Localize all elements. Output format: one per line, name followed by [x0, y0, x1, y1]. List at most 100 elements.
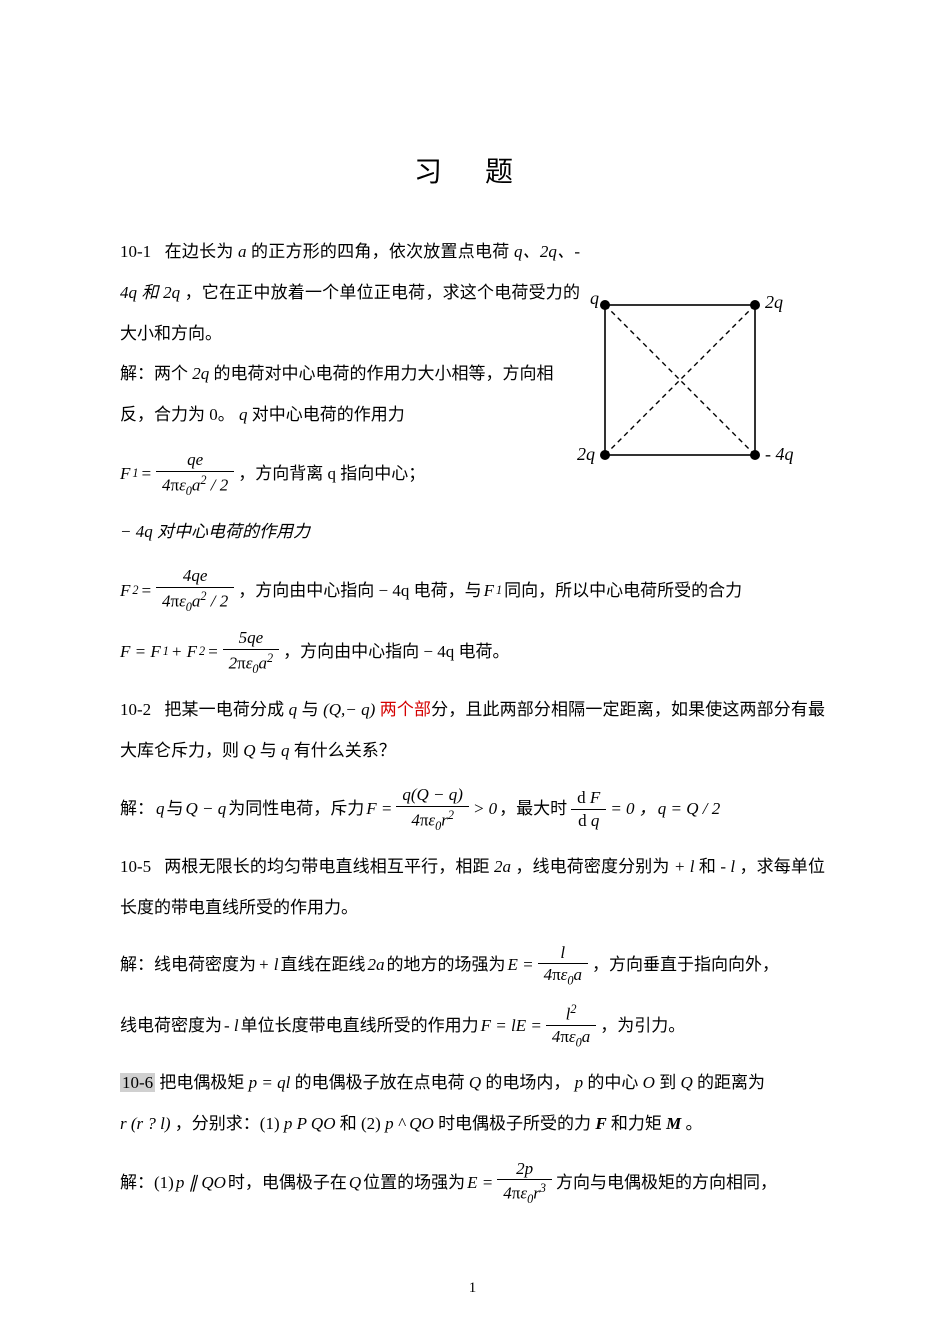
eq: =	[141, 572, 152, 609]
text: 把电偶极矩	[159, 1073, 244, 1092]
text: ，线电荷密度分别为	[515, 857, 669, 876]
text: 直线在距线	[280, 946, 365, 983]
p: p	[575, 1073, 584, 1092]
label-tl: q	[590, 290, 599, 308]
text: 线电荷密度为	[120, 1007, 222, 1044]
text: 的电偶极子放在点电荷	[295, 1073, 465, 1092]
problem-10-1-line2: − 4q 对中心电荷的作用力	[120, 512, 825, 553]
eq: =	[207, 633, 218, 670]
Q: Q	[349, 1164, 361, 1201]
fraction: 5qe 2πε0a2	[223, 628, 280, 676]
fraction: l2 4πε0a	[546, 1002, 596, 1050]
tail: 同向，所以中心电荷所受的合力	[504, 572, 742, 609]
label: 10-2	[120, 700, 151, 719]
page-number: 1	[0, 1280, 945, 1297]
lhs: F	[120, 455, 130, 492]
text: 时电偶极子所受的力	[438, 1114, 591, 1133]
eq0: = 0 ，	[610, 790, 655, 827]
text: 单位长度带电直线所受的作用力	[241, 1007, 479, 1044]
sol-label: 解：	[120, 790, 154, 827]
numerator: qe	[156, 450, 234, 472]
label-tr: 2q	[765, 292, 783, 312]
ml: - l	[224, 1007, 239, 1044]
tail: ，方向背离 q 指向中心；	[238, 455, 425, 492]
gt0: > 0	[473, 790, 497, 827]
text: − 4q 对中心电荷的作用力	[120, 522, 310, 541]
text: 到	[659, 1073, 676, 1092]
denominator: d q	[571, 810, 606, 831]
fraction: 2p 4πε0r3	[497, 1159, 552, 1207]
text: 的距离为	[697, 1073, 765, 1092]
problem-10-6-solution: 解：(1) p ∥ QO 时，电偶极子在 Q 位置的场强为 E = 2p 4πε…	[120, 1159, 825, 1207]
denominator: 4πε0a	[538, 964, 588, 987]
problem-10-1-solution-b: 反，合力为 0。 q 对中心电荷的作用力	[120, 395, 580, 436]
E: E =	[507, 946, 533, 983]
label-highlighted: 10-6	[120, 1073, 155, 1092]
problem-10-5-solution-a: 解：线电荷密度为 + l 直线在距线 2a 的地方的场强为 E = l 4πε0…	[120, 943, 825, 988]
lhs: F = F	[120, 633, 161, 670]
cond: p ∥ QO	[176, 1164, 226, 1201]
text: 的中心	[587, 1073, 638, 1092]
tail: ，方向由中心指向 − 4q 电荷。	[283, 633, 509, 670]
text: 的电荷对中心电荷的作用力大小相等，方向相	[214, 364, 554, 383]
denominator: 4πε0a2 / 2	[156, 588, 234, 614]
numerator: d F	[571, 788, 606, 810]
E: E =	[467, 1164, 493, 1201]
O: O	[643, 1073, 655, 1092]
text: ，最大时	[499, 790, 567, 827]
F: F =	[366, 790, 392, 827]
problem-10-5-statement: 10-5 两根无限长的均匀带电直线相互平行，相距 2a ，线电荷密度分别为 + …	[120, 847, 825, 929]
bold-M: M	[666, 1114, 681, 1133]
eq: =	[141, 455, 152, 492]
problem-10-2-solution: 解： q 与 Q − q 为同性电荷，斥力 F = q(Q − q) 4πε0r…	[120, 785, 825, 833]
denominator: 4πε0a	[546, 1026, 596, 1049]
sol-label: 解：(1)	[120, 1164, 174, 1201]
text: q	[239, 405, 248, 424]
diagram-svg: q 2q 2q - 4q	[565, 290, 825, 470]
fraction: q(Q − q) 4πε0r2	[396, 785, 469, 833]
var-a: a	[238, 242, 247, 261]
text: 为同性电荷，斥力	[228, 790, 364, 827]
bold-F: F	[595, 1114, 606, 1133]
Qq: Q − q	[186, 790, 227, 827]
text: 位置的场强为	[363, 1164, 465, 1201]
denominator: 4πε0r2	[396, 807, 469, 833]
sub: 2	[132, 577, 138, 604]
text: 把某一电荷分成	[164, 700, 284, 719]
text: 。	[686, 1114, 703, 1133]
plus: + F	[171, 633, 197, 670]
ml: - l	[720, 857, 735, 876]
square-charge-diagram: q 2q 2q - 4q	[565, 290, 825, 470]
label-br: - 4q	[765, 444, 794, 464]
corner-dot-tl	[600, 300, 610, 310]
q: q	[156, 790, 165, 827]
text: 和	[699, 857, 716, 876]
sub: 1	[496, 577, 502, 604]
text: 解：两个	[120, 364, 188, 383]
label-bl: 2q	[577, 444, 595, 464]
text: 与	[260, 741, 277, 760]
fraction: 4qe 4πε0a2 / 2	[156, 566, 234, 614]
problem-10-1-solution-a: 解：两个 2q 的电荷对中心电荷的作用力大小相等，方向相	[120, 354, 580, 395]
denominator: 4πε0r3	[497, 1180, 552, 1206]
sol-label: 解：线电荷密度为	[120, 946, 256, 983]
fraction: qe 4πε0a2 / 2	[156, 450, 234, 498]
p^QO: p ^ QO	[385, 1114, 434, 1133]
sub: 1	[163, 638, 169, 665]
text: 有什么关系？	[294, 741, 396, 760]
Q: Q	[243, 741, 255, 760]
problem-10-5-solution-b: 线电荷密度为 - l 单位长度带电直线所受的作用力 F = lE = l2 4π…	[120, 1002, 825, 1050]
text: 和 (2)	[340, 1114, 381, 1133]
tail: ，为引力。	[600, 1007, 685, 1044]
problem-10-2-statement: 10-2 把某一电荷分成 q 与 (Q,− q) 两个部分，且此两部分相隔一定距…	[120, 690, 825, 772]
pPQO: p P QO	[284, 1114, 336, 1133]
numerator: q(Q − q)	[396, 785, 469, 807]
equation-F-total: F = F1 + F2 = 5qe 2πε0a2 ，方向由中心指向 − 4q 电…	[120, 628, 825, 676]
corner-dot-tr	[750, 300, 760, 310]
text: 两根无限长的均匀带电直线相互平行，相距	[164, 857, 489, 876]
corner-dot-br	[750, 450, 760, 460]
sub: 1	[132, 460, 138, 487]
page: 习 题 10-1 在边长为 a 的正方形的四角，依次放置点电荷 q、2q、- 4…	[0, 0, 945, 1337]
red-text: 两个部	[380, 700, 431, 719]
text: 的正方形的四角，依次放置点电荷	[251, 242, 509, 261]
